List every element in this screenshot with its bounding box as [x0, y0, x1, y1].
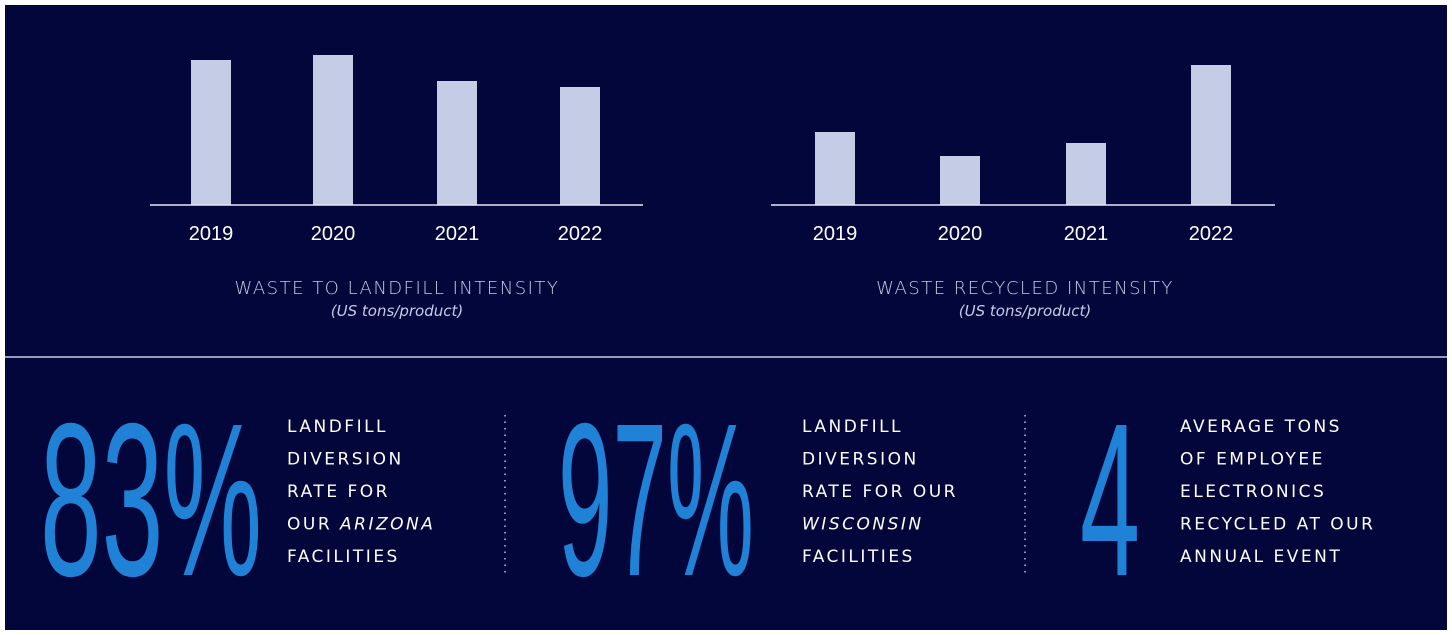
chart-title: WASTE TO LANDFILL INTENSITY [235, 278, 560, 299]
stat-value: 97% [558, 379, 754, 622]
stat-value: 83% [40, 379, 262, 622]
text-segment: RECYCLED AT OUR [1180, 515, 1375, 535]
chart-subtitle: (US tons/product) [331, 302, 463, 320]
stat-description: FACILITIES [802, 547, 915, 567]
x-tick-label: 2022 [1189, 223, 1234, 245]
text-segment: WISCONSIN [802, 515, 924, 535]
text-segment: LANDFILL [287, 417, 388, 437]
bar [191, 60, 231, 205]
bar [313, 55, 353, 205]
x-tick-label: 2019 [813, 223, 858, 245]
text-segment: RATE FOR OUR [802, 482, 958, 502]
stat-description: LANDFILL [287, 417, 388, 437]
stat-description: RATE FOR [287, 482, 390, 502]
stat-description: WISCONSIN [802, 515, 924, 535]
bar [1066, 143, 1106, 205]
chart-subtitle: (US tons/product) [959, 302, 1091, 320]
stat-description: OUR ARIZONA [287, 515, 435, 535]
bar [815, 132, 855, 205]
x-tick-label: 2022 [558, 223, 603, 245]
x-tick-label: 2019 [189, 223, 234, 245]
text-segment: ELECTRONICS [1180, 482, 1326, 502]
text-segment: RATE FOR [287, 482, 390, 502]
x-tick-label: 2020 [311, 223, 356, 245]
x-tick-label: 2021 [435, 223, 480, 245]
text-segment: ARIZONA [339, 515, 435, 535]
stat-description: DIVERSION [287, 450, 404, 470]
bar [560, 87, 600, 205]
stat-description: OF EMPLOYEE [1180, 450, 1325, 470]
x-tick-label: 2020 [938, 223, 983, 245]
text-segment: OF EMPLOYEE [1180, 450, 1325, 470]
stat-description: AVERAGE TONS [1180, 417, 1342, 437]
stat-description: RATE FOR OUR [802, 482, 958, 502]
stat-value: 4 [1080, 379, 1140, 622]
text-segment: LANDFILL [802, 417, 903, 437]
text-segment: DIVERSION [802, 450, 919, 470]
stat-description: DIVERSION [802, 450, 919, 470]
text-segment: AVERAGE TONS [1180, 417, 1342, 437]
text-segment: FACILITIES [287, 547, 400, 567]
chart-title: WASTE RECYCLED INTENSITY [876, 278, 1174, 299]
x-tick-label: 2021 [1064, 223, 1109, 245]
text-segment: DIVERSION [287, 450, 404, 470]
bar [437, 81, 477, 205]
stat-description: LANDFILL [802, 417, 903, 437]
stat-description: FACILITIES [287, 547, 400, 567]
stat-description: ANNUAL EVENT [1180, 547, 1342, 567]
text-segment: OUR [287, 515, 340, 535]
bar [1191, 65, 1231, 205]
text-segment: ANNUAL EVENT [1180, 547, 1342, 567]
text-segment: FACILITIES [802, 547, 915, 567]
bar [940, 156, 980, 205]
stat-description: RECYCLED AT OUR [1180, 515, 1375, 535]
stat-description: ELECTRONICS [1180, 482, 1326, 502]
